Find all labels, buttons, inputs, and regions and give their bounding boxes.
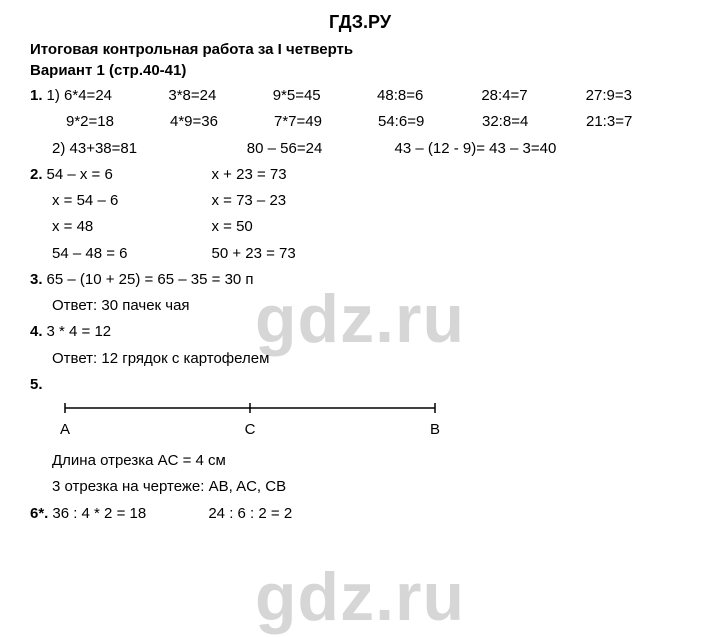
t1r2c1: 9*2=18	[66, 109, 170, 135]
task5-head: 5.	[30, 372, 690, 398]
task2-row4: 54 – 48 = 6 50 + 23 = 73	[30, 241, 690, 267]
svg-text:A: A	[60, 421, 70, 438]
site-header: ГДЗ.РУ	[30, 12, 690, 33]
task4-answer: Ответ: 12 грядок с картофелем	[30, 346, 690, 372]
task3-line: 3. 65 – (10 + 25) = 65 – 35 = 30 п	[30, 267, 690, 293]
t1r1c4: 48:8=6	[377, 83, 481, 109]
t1r3c2: 80 – 56=24	[247, 136, 395, 162]
t4-expr: 3 * 4 = 12	[47, 319, 112, 345]
watermark-2: gdz.ru	[255, 558, 465, 636]
task6-num: 6*.	[30, 501, 48, 527]
task2-row1: 2. 54 – x = 6 x + 23 = 73	[30, 162, 690, 188]
t1r1c1: 6*4=24	[64, 83, 168, 109]
t1r2c4: 54:6=9	[378, 109, 482, 135]
t2l2: x = 54 – 6	[52, 188, 211, 214]
task4-num: 4.	[30, 319, 43, 345]
t2l1: 54 – x = 6	[47, 162, 212, 188]
t1r2c2: 4*9=36	[170, 109, 274, 135]
t2l4: 54 – 48 = 6	[52, 241, 211, 267]
svg-text:B: B	[430, 421, 440, 438]
t2r4: 50 + 23 = 73	[211, 241, 434, 267]
t6c1: 36 : 4 * 2 = 18	[52, 501, 208, 527]
t6c2: 24 : 6 : 2 = 2	[208, 501, 395, 527]
t5-len: Длина отрезка AC = 4 см	[52, 448, 226, 474]
task2-num: 2.	[30, 162, 43, 188]
task1-sub1: 1)	[47, 83, 60, 109]
task3-num: 3.	[30, 267, 43, 293]
t2r2: x = 73 – 23	[211, 188, 434, 214]
t2r3: x = 50	[211, 214, 434, 240]
t3-expr: 65 – (10 + 25) = 65 – 35 = 30 п	[47, 267, 254, 293]
t1r2c6: 21:3=7	[586, 109, 690, 135]
task1-num: 1.	[30, 83, 43, 109]
t1r3c1: 43+38=81	[70, 136, 247, 162]
task3-answer: Ответ: 30 пачек чая	[30, 293, 690, 319]
t4-ans: Ответ: 12 грядок с картофелем	[52, 346, 269, 372]
svg-text:C: C	[245, 421, 256, 438]
task1-row1: 1. 1) 6*4=24 3*8=24 9*5=45 48:8=6 28:4=7…	[30, 83, 690, 109]
task1-row3: 2) 43+38=81 80 – 56=24 43 – (12 - 9)= 43…	[30, 136, 690, 162]
task5-len: Длина отрезка AC = 4 см	[30, 448, 690, 474]
task5-seg: 3 отрезка на чертеже: AB, AC, CB	[30, 474, 690, 500]
t1r1c5: 28:4=7	[481, 83, 585, 109]
task6-line: 6*. 36 : 4 * 2 = 18 24 : 6 : 2 = 2	[30, 501, 690, 527]
task2-row3: x = 48 x = 50	[30, 214, 690, 240]
t5-seg: 3 отрезка на чертеже: AB, AC, CB	[52, 474, 286, 500]
t1r3c3: 43 – (12 - 9)= 43 – 3=40	[395, 136, 690, 162]
t1r2c5: 32:8=4	[482, 109, 586, 135]
task2-row2: x = 54 – 6 x = 73 – 23	[30, 188, 690, 214]
work-title: Итоговая контрольная работа за I четверт…	[30, 41, 690, 58]
task1-row2: 9*2=18 4*9=36 7*7=49 54:6=9 32:8=4 21:3=…	[30, 109, 690, 135]
t1r2c3: 7*7=49	[274, 109, 378, 135]
task4-line: 4. 3 * 4 = 12	[30, 319, 690, 345]
task5-num: 5.	[30, 372, 43, 398]
variant-line: Вариант 1 (стр.40-41)	[30, 62, 690, 79]
t2l3: x = 48	[52, 214, 211, 240]
segment-diagram: ACB	[60, 400, 690, 446]
task1-sub2: 2)	[52, 136, 65, 162]
t2r1: x + 23 = 73	[212, 162, 443, 188]
t1r1c2: 3*8=24	[168, 83, 272, 109]
t1r1c6: 27:9=3	[586, 83, 690, 109]
t1r1c3: 9*5=45	[273, 83, 377, 109]
t3-ans: Ответ: 30 пачек чая	[52, 293, 190, 319]
